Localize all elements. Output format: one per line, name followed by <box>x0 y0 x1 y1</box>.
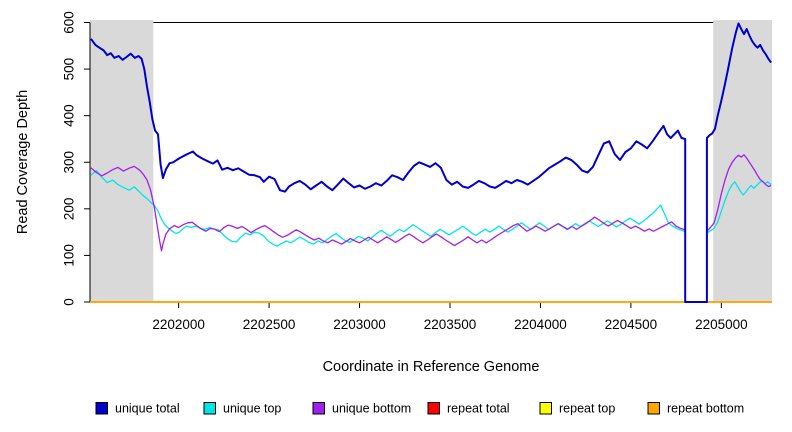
legend-swatch-repeat-total <box>427 402 440 415</box>
legend: unique total unique top unique bottom repea… <box>95 402 744 416</box>
x-tick-label: 2202000 <box>152 317 205 332</box>
shaded-regions <box>90 20 772 302</box>
legend-label-repeat-total: repeat total <box>447 402 510 416</box>
y-axis-title: Read Coverage Depth <box>15 90 31 234</box>
y-tick-label: 100 <box>62 244 77 267</box>
x-axis-title: Coordinate in Reference Genome <box>323 359 540 375</box>
series-line-unique-bottom <box>90 154 772 303</box>
y-tick-label: 0 <box>62 298 77 306</box>
legend-swatch-unique-top <box>203 402 216 415</box>
axes: 2202000 2202500 2203000 2203500 2204000 22045… <box>62 11 772 332</box>
y-tick-label: 600 <box>62 11 77 34</box>
legend-swatch-repeat-bottom <box>647 402 660 415</box>
x-tick-label: 2202500 <box>243 317 296 332</box>
y-tick-label: 400 <box>62 104 77 127</box>
legend-label-unique-top: unique top <box>223 402 281 416</box>
legend-swatch-repeat-top <box>539 402 552 415</box>
series-lines <box>90 22 772 303</box>
y-tick-label: 300 <box>62 151 77 174</box>
series-line-unique-top <box>90 169 772 303</box>
legend-swatch-unique-bottom <box>312 402 325 415</box>
legend-label-unique-bottom: unique bottom <box>332 402 411 416</box>
series-line-unique-total <box>90 22 772 303</box>
x-tick-label: 2204000 <box>514 317 567 332</box>
legend-label-repeat-bottom: repeat bottom <box>667 402 744 416</box>
y-tick-label: 500 <box>62 58 77 81</box>
y-tick-label: 200 <box>62 198 77 221</box>
x-tick-label: 2205000 <box>695 317 748 332</box>
legend-swatch-unique-total <box>95 402 108 415</box>
x-tick-label: 2203000 <box>333 317 386 332</box>
legend-label-repeat-top: repeat top <box>559 402 615 416</box>
shaded-region-flanking-right <box>713 20 772 302</box>
x-tick-label: 2204500 <box>605 317 658 332</box>
shaded-region-flanking-left <box>90 20 154 302</box>
x-tick-label: 2203500 <box>424 317 477 332</box>
legend-label-unique-total: unique total <box>115 402 180 416</box>
